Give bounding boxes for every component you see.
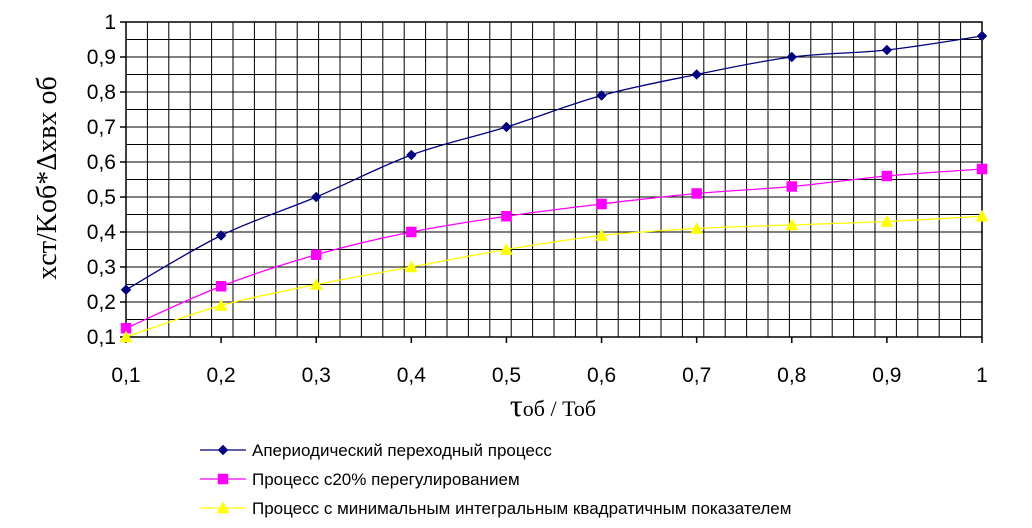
x-tick-label: 0,8 (777, 364, 806, 387)
plot-area-border (125, 21, 983, 338)
x-tick-label: 0,3 (302, 364, 331, 387)
y-tick-label: 0,5 (87, 186, 116, 209)
x-axis-label: τоб / Тоб (510, 387, 596, 423)
y-tick-label: 0,4 (87, 221, 117, 244)
series-layer (119, 30, 989, 343)
data-point (215, 230, 227, 241)
series-line (125, 215, 983, 338)
legend-entry-1: Апериодический переходный процесс (200, 441, 552, 460)
data-point (976, 30, 988, 42)
x-tick-label: 1 (976, 364, 988, 387)
data-point (595, 228, 608, 241)
data-point (406, 226, 417, 238)
y-tick-label: 0,3 (87, 256, 116, 279)
data-point (596, 90, 607, 101)
data-point (215, 281, 227, 292)
data-point (501, 211, 512, 222)
data-point (310, 249, 322, 260)
y-tick-label: 0,8 (87, 81, 116, 104)
series-line (125, 168, 983, 329)
data-point (309, 277, 323, 290)
series-3 (119, 209, 989, 343)
x-tick-label: 0,6 (587, 364, 616, 387)
x-tick-label: 0,2 (207, 364, 236, 387)
legend-marker (216, 501, 230, 514)
data-point (880, 214, 894, 227)
y-tick-label: 1 (104, 11, 116, 34)
legend-label: Апериодический переходный процесс (252, 441, 552, 460)
x-tick-label: 0,5 (492, 364, 521, 387)
data-point (214, 298, 228, 311)
legend-label: Процесс с20% перегулированием (252, 470, 520, 489)
axes (120, 21, 983, 343)
y-tick-label: 0,1 (87, 326, 116, 349)
legend: Апериодический переходный процесс Процесс… (200, 441, 791, 518)
data-point (501, 121, 512, 133)
data-point (976, 163, 988, 175)
x-tick-label: 0,7 (682, 364, 711, 387)
grid (126, 22, 982, 337)
data-point (786, 51, 798, 63)
series-line (125, 35, 983, 291)
data-point (786, 181, 798, 192)
data-point (690, 221, 704, 234)
data-point (881, 170, 893, 182)
y-tick-label: 0,6 (87, 151, 116, 174)
x-tick-label: 0,9 (872, 364, 901, 387)
legend-entry-2: Процесс с20% перегулированием (200, 470, 520, 489)
data-point (405, 149, 417, 161)
data-point (310, 191, 322, 203)
y-tick-label: 0,2 (87, 291, 116, 314)
data-point (881, 44, 893, 56)
data-point (691, 69, 703, 80)
data-point (596, 198, 607, 210)
data-point (691, 188, 702, 199)
data-point (404, 260, 418, 273)
x-tick-label: 0,4 (397, 364, 427, 387)
data-point (119, 330, 133, 343)
y-axis-label: xст/Kоб*Δxвх об (32, 76, 63, 279)
x-tick-label: 0,1 (111, 364, 140, 387)
x-axis-label-rest: об / Тоб (523, 396, 596, 421)
legend-marker (217, 444, 229, 456)
data-point (975, 209, 989, 222)
data-point (500, 242, 513, 255)
data-point (120, 284, 132, 296)
tick-labels: 0,1 0,2 0,3 0,4 0,5 0,6 0,7 0,8 0,9 1 0,1 0,2 0,3 0,4… (87, 11, 988, 387)
legend-marker (217, 473, 229, 485)
series-2 (120, 163, 988, 334)
y-tick-label: 0,9 (87, 46, 116, 69)
y-tick-label: 0,7 (87, 116, 116, 139)
x-axis-label-tau: τ (510, 387, 523, 423)
data-point (785, 218, 799, 231)
legend-label: Процесс с минимальным интегральным квадр… (252, 499, 791, 518)
series-1 (120, 30, 988, 296)
legend-entry-3: Процесс с минимальным интегральным квадр… (200, 499, 791, 518)
